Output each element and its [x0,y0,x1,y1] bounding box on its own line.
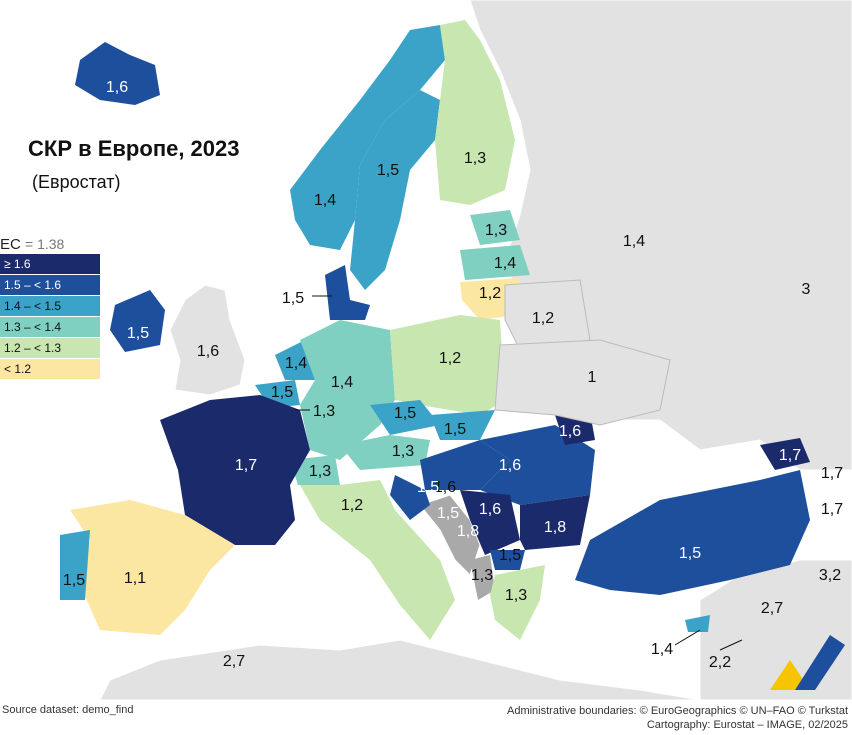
legend-item: 1.2 – < 1.3 [0,338,100,358]
value-label-turkey: 1,5 [679,545,701,562]
region-greece [490,565,545,640]
value-label-austria: 1,3 [392,443,414,460]
region-sweden [350,90,440,290]
boundaries-credit: Administrative boundaries: © EuroGeograp… [506,705,848,717]
europe-map: 1,61,41,51,31,31,41,21,51,51,61,41,51,31… [60,0,852,700]
region-estonia [470,210,520,245]
value-label-portugal: 1,5 [63,572,85,589]
value-label-denmark: 1,5 [282,290,304,307]
value-label-france: 1,7 [235,457,257,474]
region-serbia [460,490,520,555]
value-label-romania: 1,6 [499,457,521,474]
legend-eu-average: ЕС = 1.38 [0,234,130,254]
value-label-cyprus: 1,4 [651,641,673,658]
legend: ЕС = 1.38 ≥ 1.6 1.5 – < 1.6 1.4 – < 1.5 1.3… [0,234,130,380]
value-label-georgia: 1,7 [779,447,801,464]
legend-item: 1.5 – < 1.6 [0,275,100,295]
value-label-slovakia: 1,5 [444,421,466,438]
value-label-moldova: 1,6 [559,423,581,440]
value-label-lebanon: 2,2 [709,654,731,671]
value-label-montenegro: 1,8 [457,523,479,540]
value-label-bulgaria: 1,8 [544,519,566,536]
region-turkey [575,470,810,595]
land-africa [99,639,701,700]
cartography-credit: Cartography: Eurostat – IMAGE, 02/2025 [646,719,848,731]
region-croatia [390,475,430,520]
eurostat-logo [770,635,845,690]
value-label-norway: 1,4 [314,192,336,209]
region-germany [300,320,395,460]
leader-line-lebanon [719,639,743,651]
region-georgia [760,438,810,470]
region-romania [480,425,595,505]
region-cyprus [685,615,710,632]
region-bulgaria [520,495,590,550]
value-label-croatia: 1,5 [417,479,439,496]
legend-item: ≥ 1.6 [0,254,100,274]
value-label-hungary: 1,6 [434,479,456,496]
value-label-syria: 2,7 [761,600,783,617]
source-note: Source dataset: demo_find [2,704,134,716]
credits: Administrative boundaries: © EuroGeograp… [507,704,848,732]
value-label-netherlands: 1,4 [285,355,307,372]
value-label-north-macedonia: 1,5 [499,547,521,564]
region-poland [390,315,505,415]
region-france [160,395,310,545]
region-portugal [60,530,90,600]
value-label-armenia: 1,7 [821,465,843,482]
value-label-albania: 1,3 [471,567,493,584]
value-labels: 1,61,41,51,31,31,41,21,51,51,61,41,51,31… [63,79,843,671]
region-ukraine [494,339,671,426]
value-label-latvia: 1,4 [494,255,516,272]
region-denmark [325,265,370,320]
value-label-czechia: 1,5 [394,405,416,422]
value-label-belgium: 1,5 [271,384,293,401]
region-slovakia [430,410,495,440]
value-label-italy: 1,2 [341,497,363,514]
value-label-lithuania: 1,2 [479,285,501,302]
value-label-russia: 1,4 [623,233,645,250]
region-north-macedonia [490,550,525,570]
legend-item: < 1.2 [0,359,100,379]
value-label-united-kingdom: 1,6 [197,343,219,360]
value-label-iceland: 1,6 [106,79,128,96]
value-label-ireland: 1,5 [127,325,149,342]
value-label-belarus: 1,2 [532,310,554,327]
value-label-ukraine: 1 [588,369,597,386]
value-label-north-africa: 2,7 [223,653,245,670]
value-label-luxembourg: 1,3 [313,403,335,420]
region-norway [290,25,445,250]
region-albania [470,555,495,600]
leader-line-cyprus [674,629,701,646]
value-label-iran: 3,2 [819,567,841,584]
land-uk [169,284,246,396]
region-finland [435,20,515,205]
value-label-germany: 1,4 [331,374,353,391]
region-czechia [370,400,440,435]
value-label-finland: 1,3 [464,150,486,167]
legend-item: 1.4 – < 1.5 [0,296,100,316]
legend-average-value: = 1.38 [25,236,65,252]
value-label-greece: 1,3 [505,587,527,604]
region-iceland [75,42,160,105]
value-label-kazakhstan: 3 [802,281,811,298]
value-label-serbia: 1,6 [479,501,501,518]
value-label-bosnia-and-herzegovina: 1,5 [437,505,459,522]
region-italy [300,480,455,640]
region-austria [340,435,430,470]
legend-average-label: ЕС [0,236,21,253]
region-ireland [110,290,165,352]
value-label-azerbaijan: 1,7 [821,501,843,518]
region-latvia [460,245,530,280]
value-label-spain: 1,1 [124,570,146,587]
value-label-estonia: 1,3 [485,222,507,239]
map-subtitle: (Евростат) [32,172,121,192]
legend-item: 1.3 – < 1.4 [0,317,100,337]
map-title: СКР в Европе, 2023 [28,136,240,161]
value-label-sweden: 1,5 [377,162,399,179]
region-spain [70,500,235,635]
value-label-poland: 1,2 [439,350,461,367]
region-hungary [420,440,510,490]
value-label-switzerland: 1,3 [309,463,331,480]
